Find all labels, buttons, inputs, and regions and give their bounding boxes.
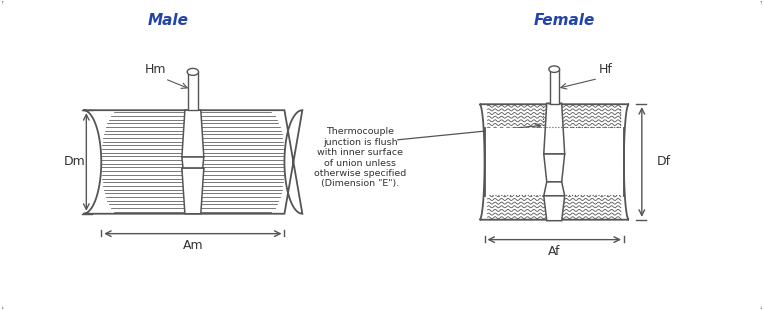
Text: Female: Female — [533, 13, 595, 28]
Polygon shape — [544, 196, 565, 221]
Text: Hf: Hf — [599, 63, 613, 76]
Polygon shape — [544, 103, 565, 154]
Bar — [550, 69, 558, 104]
Bar — [486, 128, 623, 196]
Bar — [542, 104, 620, 127]
Text: Am: Am — [183, 239, 203, 252]
Text: Dm: Dm — [63, 156, 86, 168]
Polygon shape — [182, 110, 204, 157]
Polygon shape — [544, 154, 565, 182]
Polygon shape — [182, 157, 204, 187]
Polygon shape — [182, 168, 204, 187]
Text: Df: Df — [657, 156, 671, 168]
Text: Thermocouple
junction is flush
with inner surface
of union unless
otherwise spec: Thermocouple junction is flush with inne… — [314, 127, 406, 188]
Polygon shape — [480, 104, 629, 220]
Ellipse shape — [187, 69, 199, 75]
Text: Af: Af — [548, 245, 561, 258]
Bar — [188, 72, 198, 110]
Text: Male: Male — [147, 13, 189, 28]
Polygon shape — [544, 182, 565, 196]
Polygon shape — [182, 168, 204, 214]
Polygon shape — [83, 110, 303, 214]
Text: Hm: Hm — [144, 63, 166, 76]
Ellipse shape — [549, 66, 559, 73]
